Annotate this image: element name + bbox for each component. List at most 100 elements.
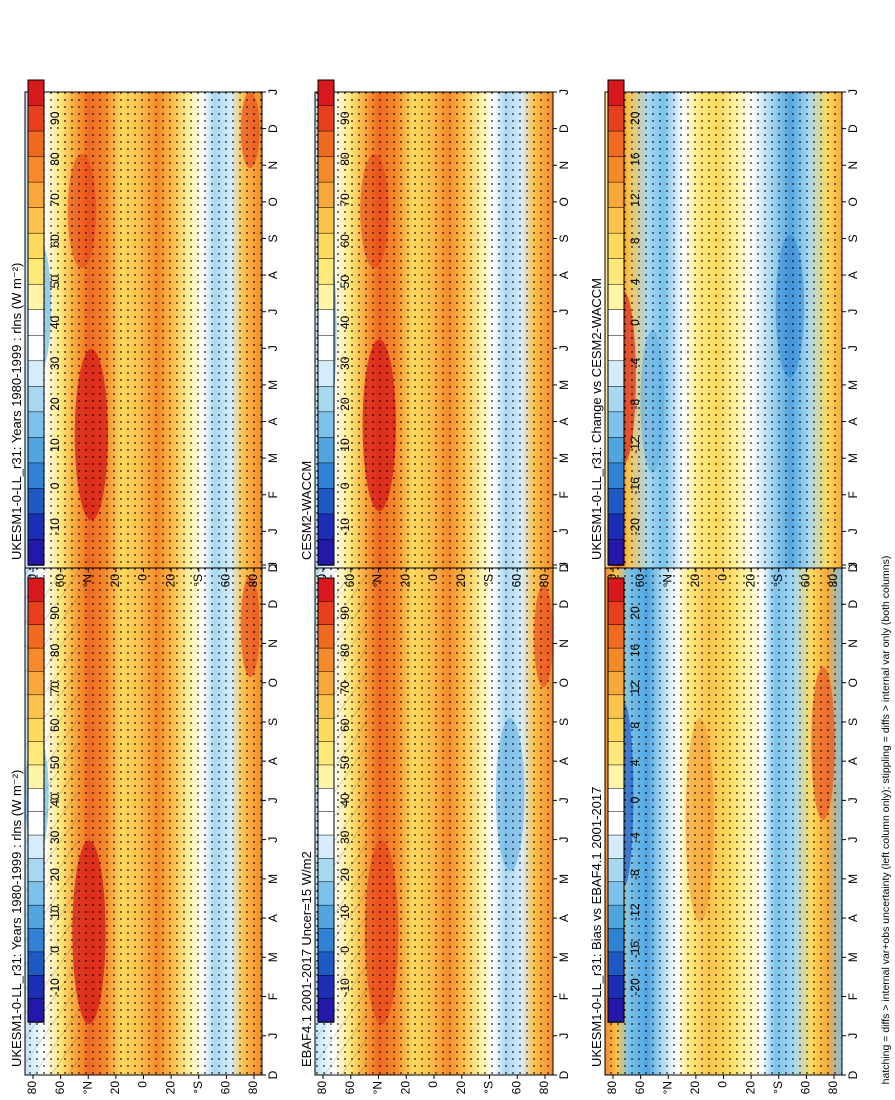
y-tick-label: 20 [398,574,412,588]
y-tick-label: 0 [136,574,150,581]
colorbar-swatch [607,811,625,836]
y-tick-label: 20 [688,1081,702,1095]
colorbar-swatch [27,79,45,107]
colorbar-swatch [27,232,45,260]
colorbar-tick-label: 0 [338,946,352,953]
x-tick-label: A [846,914,860,922]
colorbar-swatch [607,309,625,337]
colorbar-6: 20 16 12 8 4 0 -4 -8 -12 -16 -20 [607,79,642,566]
colorbar-tick-label: 20 [48,397,62,411]
colorbar-swatch [27,928,45,953]
colorbar-tick-label: 10 [338,905,352,919]
x-tick-label: F [846,491,860,498]
y-tick-label: 80 [826,1081,840,1095]
colorbar-tick-label: 30 [338,830,352,844]
colorbar-tick-label: 70 [338,681,352,695]
colorbar-swatch [607,437,625,464]
x-tick-label: J [266,309,280,315]
colorbar-tick-label: 20 [48,868,62,882]
x-tick-label: J [266,797,280,803]
y-tick-label: °S [482,1081,496,1094]
colorbar-tick-label: -12 [628,903,642,921]
panel-2: UKESM1-0-LL_r31: Years 1980-1999 : rlns … [9,89,280,587]
colorbar-tick-label: 60 [48,718,62,732]
x-tick-label: S [846,234,860,242]
panel-title: UKESM1-0-LL_r31: Years 1980-1999 : rlns … [9,263,24,560]
y-tick-label: 20 [743,574,757,588]
y-tick-label: 20 [743,1081,757,1095]
y-tick-label: °N [660,574,674,587]
colorbar-swatch [607,105,625,132]
y-tick-label: 0 [716,574,730,581]
x-tick-label: A [266,271,280,279]
y-tick-label: 80 [315,1081,329,1095]
y-tick-label: 60 [799,1081,813,1095]
colorbar-tick-label: 60 [338,718,352,732]
colorbar-swatch [27,283,45,311]
colorbar-tick-label: -10 [338,518,352,536]
colorbar-swatch [317,764,335,790]
colorbar-tick-label: -4 [628,358,642,369]
colorbar-swatch [607,881,625,906]
colorbar-swatch [607,539,625,566]
x-tick-label: O [557,678,571,687]
x-tick-label: M [266,380,280,390]
x-tick-label: A [557,757,571,765]
colorbar-swatch [27,975,45,1000]
colorbar-tick-label: 10 [48,438,62,452]
x-tick-label: N [557,639,571,648]
colorbar-swatch [607,130,625,158]
x-tick-label: J [846,309,860,315]
colorbar-swatch [317,951,335,977]
colorbar-tick-label: 12 [628,193,642,207]
x-tick-label: D [846,600,860,609]
colorbar-tick-label: 0 [628,319,642,326]
colorbar-swatch [607,624,625,649]
colorbar-tick-label: 0 [338,482,352,489]
colorbar-swatch [27,105,45,132]
y-tick-label: 80 [246,574,260,588]
colorbar-swatch [317,858,335,883]
colorbar-swatch [317,694,335,719]
colorbar-swatch [607,928,625,953]
x-tick-label: N [266,639,280,648]
colorbar-tick-label: 70 [48,193,62,207]
y-tick-label: 80 [246,1081,260,1095]
colorbar-tick-label: -20 [628,978,642,996]
colorbar-tick-label: 20 [338,868,352,882]
x-tick-label: M [266,952,280,962]
colorbar-tick-label: 10 [338,438,352,452]
colorbar-swatch [27,207,45,234]
panel-title: UKESM1-0-LL_r31: Change vs CESM2-WACCM [589,278,604,560]
x-tick-label: F [266,993,280,1000]
colorbar-tick-label: 20 [628,111,642,125]
y-tick-label: 60 [343,574,357,588]
colorbar-swatch [317,488,335,515]
x-tick-label: J [846,562,860,568]
x-tick-label: J [846,528,860,534]
colorbar-tick-label: 80 [338,643,352,657]
colorbar-swatch [27,309,45,337]
x-tick-label: J [557,837,571,843]
colorbar-tick-label: 80 [338,152,352,166]
x-tick-label: D [557,124,571,133]
x-tick-label: J [557,89,571,95]
colorbar-5: 20 16 12 8 4 0 -4 -8 -12 -16 -20 [607,577,642,1023]
colorbar-swatch [607,951,625,977]
colorbar-swatch [607,975,625,1000]
x-tick-label: J [557,345,571,351]
colorbar-swatch [27,539,45,566]
colorbar-swatch [607,258,625,285]
colorbar-swatch [27,624,45,649]
y-tick-label: 80 [826,574,840,588]
colorbar-swatch [27,858,45,883]
colorbar-swatch [317,360,335,388]
colorbar-swatch [607,335,625,362]
panel-3: EBAF4.1 2001-2017 Uncer=15 W/m2DJFMAMJJA… [299,562,571,1094]
colorbar-tick-label: 0 [628,796,642,803]
colorbar-swatch [317,788,335,813]
y-tick-label: 80 [25,1081,39,1095]
x-tick-label: J [557,309,571,315]
colorbar-1: 90 80 70 60 50 40 30 20 10 0 -10 [27,577,62,1023]
colorbar-swatch [607,207,625,234]
